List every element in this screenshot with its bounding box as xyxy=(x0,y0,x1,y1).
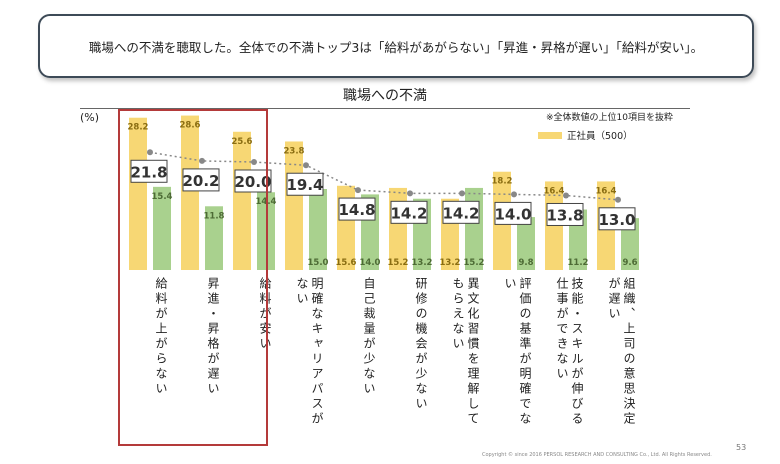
total-value-box xyxy=(390,200,428,224)
total-value-box xyxy=(182,168,220,192)
chart-note: ※全体数値の上位10項目を抜粋 xyxy=(546,113,673,123)
total-value-label: 13.8 xyxy=(546,206,583,224)
legend-swatch xyxy=(538,131,562,139)
bar-value-label: 16.4 xyxy=(596,186,617,196)
callout-text: 職場への不満を聴取した。全体での不満トップ3は「給料があがらない」「昇進・昇格が… xyxy=(88,39,704,55)
top3-highlight-box xyxy=(118,109,268,446)
bar-series1 xyxy=(129,117,147,270)
bar-value-label: 18.2 xyxy=(492,177,513,187)
bar-value-label: 13.2 xyxy=(412,258,433,268)
copyright: Copyright © since 2016 PERSOL RESEARCH A… xyxy=(482,452,712,458)
total-point xyxy=(251,159,257,165)
bar-series2 xyxy=(205,206,223,270)
total-value-label: 14.0 xyxy=(494,205,531,223)
total-value-box xyxy=(546,202,584,226)
total-point xyxy=(563,192,569,199)
bar-value-label: 23.8 xyxy=(284,146,305,156)
category-label: 給料が安い xyxy=(258,277,272,352)
bar-value-label: 28.6 xyxy=(180,121,201,131)
total-point xyxy=(303,162,309,169)
category-label: 給料が上がらない xyxy=(154,277,168,397)
category-label: 異文化習慣を理解してもらえない xyxy=(451,277,480,427)
total-value-label: 20.2 xyxy=(182,172,219,190)
bar-value-label: 15.4 xyxy=(152,192,173,202)
category-label: 評価の基準が明確でない xyxy=(503,277,532,427)
bar-value-label: 16.4 xyxy=(544,186,565,196)
total-value-label: 13.0 xyxy=(598,211,635,229)
category-label: 組織、上司の意思決定が遅い xyxy=(607,277,636,427)
page-number: 53 xyxy=(736,443,747,452)
category-label: 自己裁量が少ない xyxy=(362,277,376,397)
bar-value-label: 9.8 xyxy=(518,258,533,268)
bar-series2 xyxy=(517,217,535,270)
bar-value-label: 15.6 xyxy=(336,258,357,268)
bar-series1 xyxy=(233,131,251,270)
bar-series2 xyxy=(621,218,639,270)
bar-value-label: 15.2 xyxy=(388,258,409,268)
bar-series1 xyxy=(181,115,199,270)
category-label: 昇進・昇格が遅い xyxy=(206,277,220,397)
category-label: 明確なキャリアパスがない xyxy=(295,277,324,427)
total-value-label: 20.0 xyxy=(234,173,271,191)
legend-label: 正社員（500） xyxy=(567,131,633,142)
total-value-box xyxy=(234,169,272,193)
total-point xyxy=(615,196,621,203)
summary-callout: 職場への不満を聴取した。全体での不満トップ3は「給料があがらない」「昇進・昇格が… xyxy=(38,14,754,78)
total-value-box xyxy=(338,197,376,221)
bar-value-label: 14.0 xyxy=(360,258,381,268)
bar-value-label: 11.8 xyxy=(204,211,225,221)
total-value-box xyxy=(494,201,532,225)
total-value-box xyxy=(598,207,636,231)
total-line xyxy=(149,151,619,201)
bar-value-label: 28.2 xyxy=(128,123,149,133)
total-value-label: 14.2 xyxy=(442,204,479,222)
total-value-label: 14.8 xyxy=(338,201,375,219)
total-point xyxy=(199,157,205,164)
bar-series2 xyxy=(153,186,171,270)
total-point xyxy=(407,190,413,197)
total-value-box xyxy=(286,172,324,196)
bar-value-label: 13.2 xyxy=(440,258,461,268)
bar-value-label: 9.6 xyxy=(622,258,637,268)
total-point xyxy=(355,187,361,194)
bar-series2 xyxy=(309,189,327,270)
total-point xyxy=(147,149,153,156)
bar-value-label: 11.2 xyxy=(568,258,589,268)
category-label: 技能・スキルが伸びる仕事ができない xyxy=(555,277,584,427)
bar-value-label: 15.2 xyxy=(464,258,485,268)
category-label: 研修の機会が少ない xyxy=(414,277,428,412)
bar-series1 xyxy=(285,141,303,270)
total-point xyxy=(511,191,517,198)
total-value-label: 21.8 xyxy=(130,163,167,181)
chart-title: 職場への不満 xyxy=(80,85,690,109)
total-value-label: 14.2 xyxy=(390,204,427,222)
legend: 正社員（500） xyxy=(538,128,633,142)
total-value-box xyxy=(130,159,168,183)
bar-value-label: 25.6 xyxy=(232,137,253,147)
bar-value-label: 15.0 xyxy=(308,258,329,268)
y-unit-label: (%) xyxy=(80,111,100,124)
total-point xyxy=(459,190,465,197)
total-value-box xyxy=(442,200,480,224)
total-value-label: 19.4 xyxy=(286,176,323,194)
